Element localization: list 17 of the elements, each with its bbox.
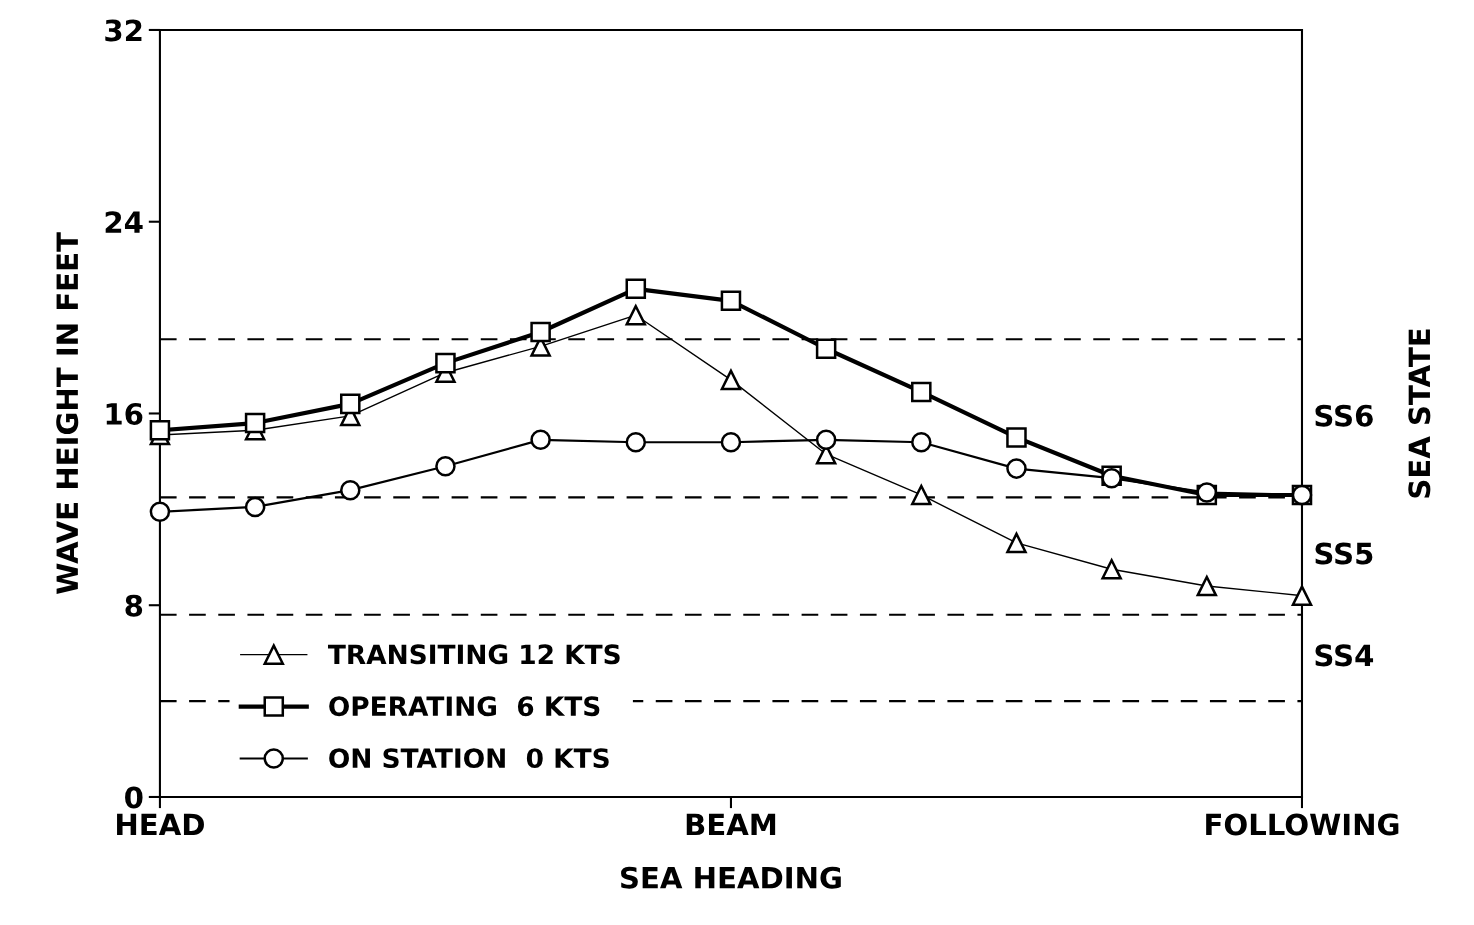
y-tick-label: 0 [125, 786, 143, 809]
y2-axis-title: SEA STATE [1408, 329, 1431, 498]
y-tick-label: 24 [105, 211, 143, 233]
x-axis-title: SEA HEADING [621, 866, 841, 889]
text: SS5 [1315, 542, 1373, 565]
x-tick-label: BEAM [686, 813, 776, 836]
y-tick-label: 8 [125, 594, 143, 617]
legend-label: OPERATING 6 KTS [329, 696, 600, 717]
y-tick-label: 32 [105, 19, 142, 42]
text: SS6 [1315, 404, 1373, 427]
text: SS4 [1315, 644, 1374, 667]
legend-label: ON STATION 0 KTS [329, 748, 609, 769]
legend-label: TRANSITING 12 KTS [327, 644, 620, 665]
y-axis-title: WAVE HEIGHT IN FEET [56, 232, 79, 594]
x-tick-label: HEAD [117, 813, 204, 836]
y-tick-label: 16 [106, 402, 143, 425]
x-tick-label: FOLLOWING [1206, 813, 1399, 836]
